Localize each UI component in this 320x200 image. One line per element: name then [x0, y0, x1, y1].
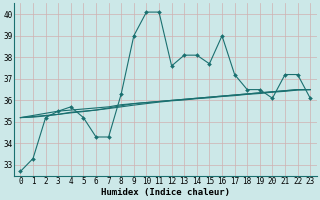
X-axis label: Humidex (Indice chaleur): Humidex (Indice chaleur) — [101, 188, 230, 197]
